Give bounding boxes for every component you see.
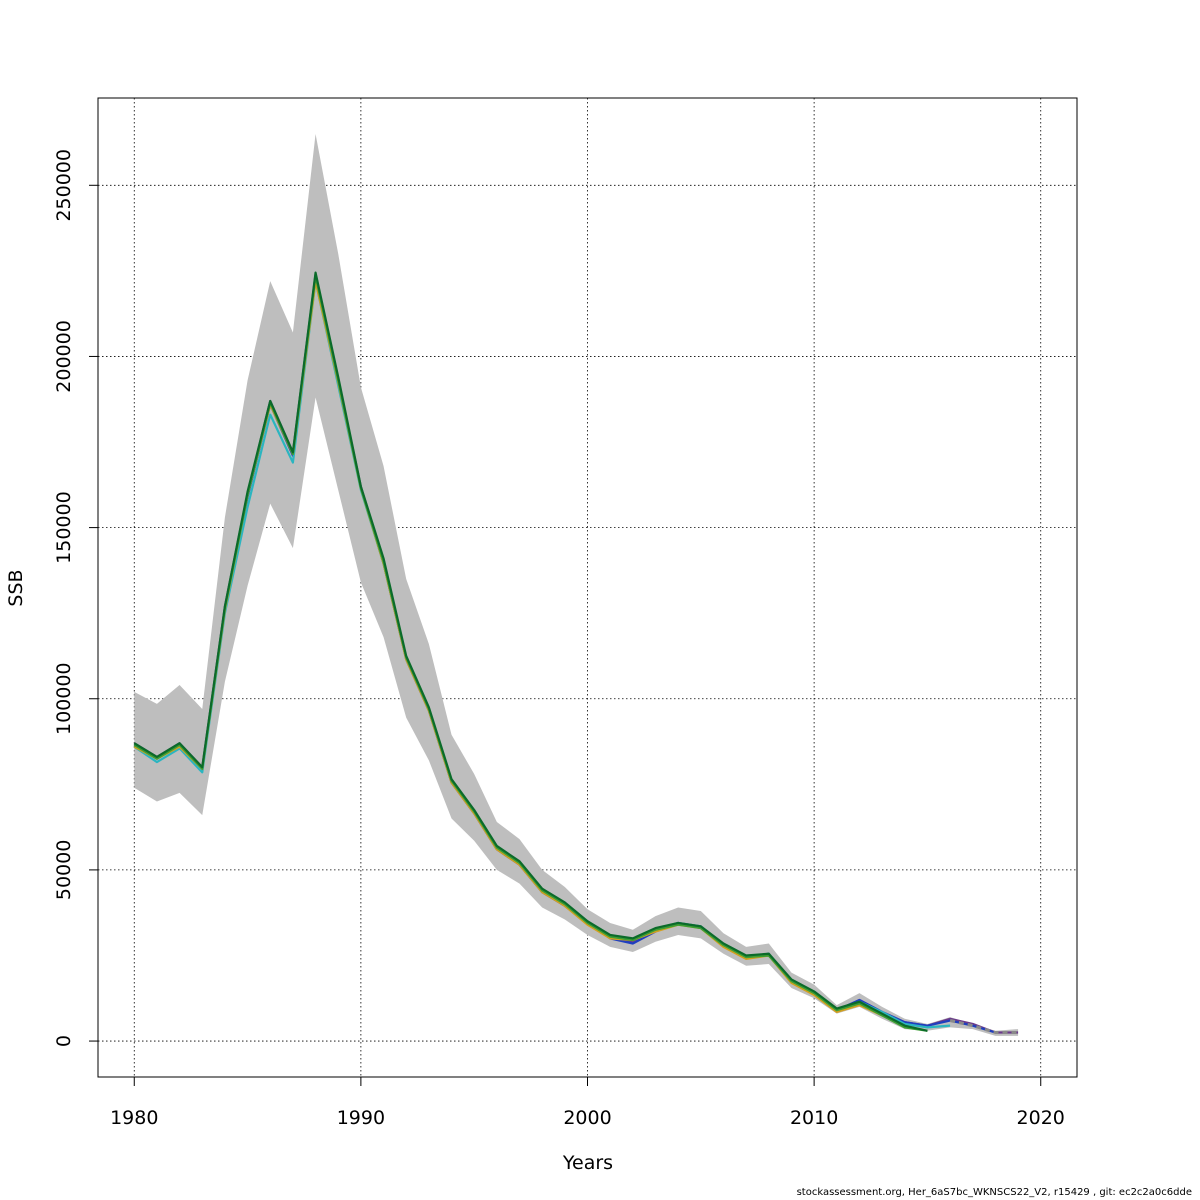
y-tick-label: 150000 — [53, 491, 75, 564]
y-tick-label: 50000 — [53, 840, 75, 900]
x-axis-title: Years — [562, 1152, 613, 1174]
x-tick-label: 1980 — [110, 1107, 158, 1129]
y-tick-label: 0 — [53, 1035, 75, 1047]
x-tick-label: 2020 — [1017, 1107, 1065, 1129]
footer-note: stockassessment.org, Her_6aS7bc_WKNSCS22… — [796, 1187, 1192, 1198]
y-tick-label: 100000 — [53, 662, 75, 735]
confidence-band-layer — [134, 133, 1019, 1036]
x-axis: 1980 1990 2000 2010 2020 — [110, 1076, 1065, 1129]
series-line-6 — [133, 271, 928, 1032]
series-line-7 — [949, 1019, 1019, 1034]
y-tick-label: 200000 — [53, 320, 75, 393]
x-tick-label: 1990 — [337, 1107, 385, 1129]
grid-lines — [98, 98, 1077, 1077]
x-tick-label: 2010 — [790, 1107, 838, 1129]
x-tick-label: 2000 — [563, 1107, 611, 1129]
y-tick-label: 250000 — [53, 149, 75, 222]
y-axis: 0 50000 100000 150000 200000 250000 — [53, 149, 99, 1047]
confidence-band — [134, 133, 1019, 1036]
y-axis-title: SSB — [5, 569, 27, 606]
series-lines-layer — [133, 271, 1019, 1034]
